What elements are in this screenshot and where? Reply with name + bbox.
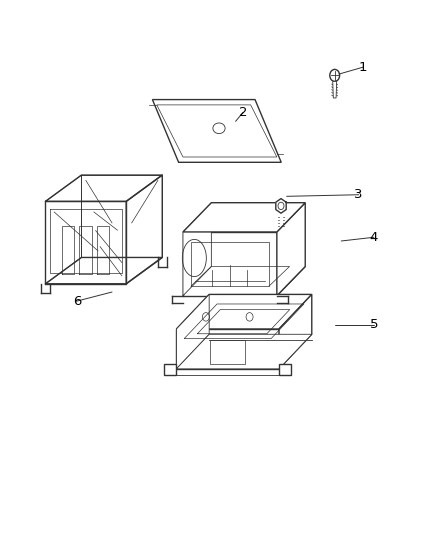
Polygon shape	[279, 294, 312, 369]
Text: 1: 1	[359, 61, 367, 74]
Polygon shape	[177, 294, 209, 369]
Polygon shape	[279, 364, 291, 375]
Circle shape	[330, 69, 339, 82]
Polygon shape	[276, 199, 286, 213]
Polygon shape	[177, 334, 312, 369]
Text: 5: 5	[370, 319, 378, 332]
Ellipse shape	[213, 123, 225, 134]
Bar	[210, 340, 245, 364]
Text: 3: 3	[354, 188, 363, 201]
Polygon shape	[277, 203, 305, 296]
Polygon shape	[279, 213, 283, 230]
Text: 2: 2	[239, 106, 247, 119]
Polygon shape	[177, 294, 312, 329]
Polygon shape	[183, 203, 305, 232]
Polygon shape	[152, 100, 281, 163]
Polygon shape	[177, 329, 279, 369]
Polygon shape	[183, 266, 305, 296]
Polygon shape	[183, 203, 212, 296]
Polygon shape	[333, 82, 337, 98]
Text: 6: 6	[73, 295, 81, 308]
Polygon shape	[183, 232, 277, 296]
Text: 4: 4	[370, 231, 378, 244]
Polygon shape	[164, 364, 177, 375]
